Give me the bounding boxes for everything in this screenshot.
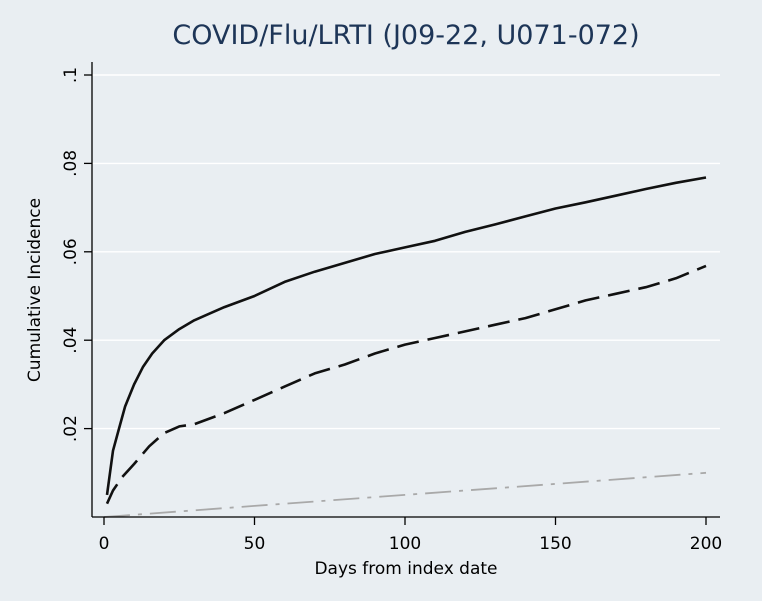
series-group bbox=[103, 176, 707, 518]
y-tick-label-2: .06 bbox=[61, 238, 81, 265]
x-tick-label-0: 0 bbox=[99, 534, 110, 554]
y-axis-title: Cumulative Incidence bbox=[25, 198, 45, 382]
plot-area bbox=[92, 62, 720, 517]
x-tick-label-3: 150 bbox=[539, 534, 571, 554]
chart-title: COVID/Flu/LRTI (J09-22, U071-072) bbox=[172, 20, 639, 51]
series-line-1 bbox=[105, 176, 707, 496]
y-tick-label-0: .02 bbox=[61, 415, 81, 442]
y-tick-label-1: .04 bbox=[61, 327, 81, 354]
x-tick-label-1: 50 bbox=[244, 534, 266, 554]
series-line-3 bbox=[103, 471, 707, 518]
grid-lines bbox=[92, 74, 720, 430]
x-axis-title: Days from index date bbox=[314, 559, 497, 579]
x-ticks: 0 50 100 150 200 bbox=[99, 517, 722, 554]
series-line-2 bbox=[105, 264, 707, 505]
y-tick-label-3: .08 bbox=[61, 150, 81, 177]
y-ticks: .02 .04 .06 .08 .1 bbox=[61, 67, 92, 442]
x-tick-label-2: 100 bbox=[389, 534, 421, 554]
x-tick-label-4: 200 bbox=[690, 534, 722, 554]
y-tick-label-4: .1 bbox=[61, 67, 81, 83]
